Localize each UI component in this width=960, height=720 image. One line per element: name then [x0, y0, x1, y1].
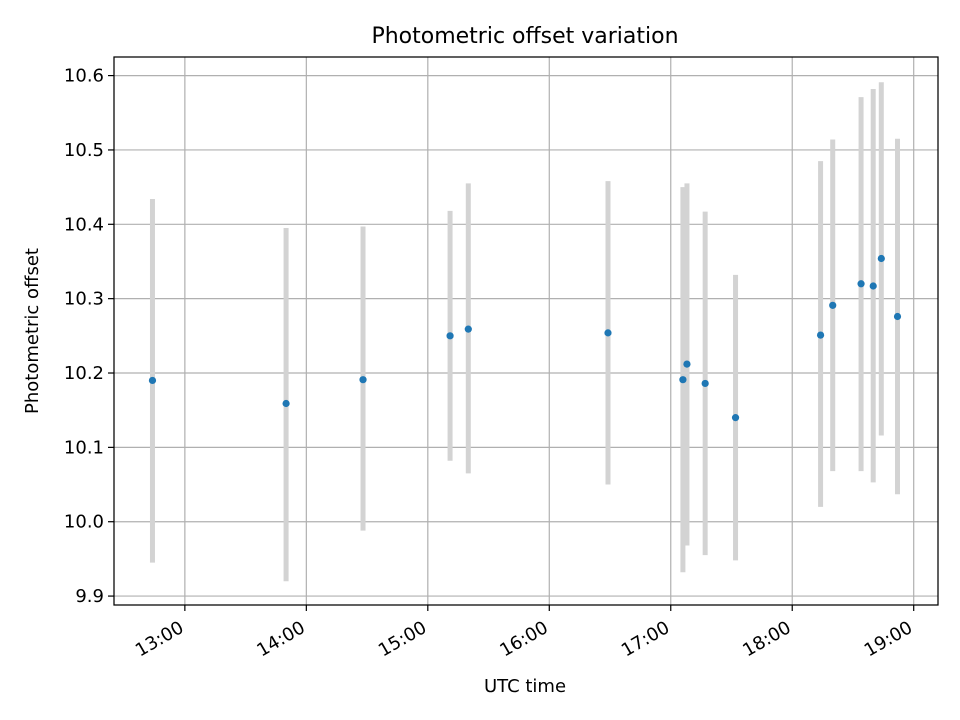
data-point: [869, 282, 877, 290]
grid: [114, 57, 938, 605]
data-points: [148, 254, 902, 422]
data-point: [816, 331, 825, 339]
data-point: [683, 360, 691, 368]
data-point: [893, 312, 902, 321]
chart-title: Photometric offset variation: [371, 24, 678, 49]
data-point: [282, 399, 290, 408]
data-point: [679, 376, 687, 384]
plot-frame: [113, 56, 939, 606]
data-point: [829, 301, 837, 309]
y-axis-ticks: 9.9 10.0 10.1 10.2 10.3 10.4 10.5 10.6: [64, 66, 114, 607]
data-point: [604, 329, 612, 337]
y-tick-label: 9.9: [75, 586, 104, 607]
y-tick-label: 10.3: [64, 289, 104, 310]
data-point: [464, 325, 472, 333]
data-point: [857, 280, 865, 288]
y-tick-label: 10.6: [64, 66, 104, 87]
data-point: [877, 254, 885, 263]
y-tick-label: 10.5: [64, 140, 104, 161]
y-axis-label: Photometric offset: [22, 248, 43, 414]
data-point: [359, 376, 367, 384]
y-tick-label: 10.1: [64, 437, 104, 458]
data-point: [701, 379, 709, 388]
x-axis-label: UTC time: [484, 676, 566, 697]
data-point: [446, 332, 454, 340]
y-tick-label: 10.0: [64, 512, 104, 533]
data-point: [148, 376, 157, 385]
y-tick-label: 10.2: [64, 363, 104, 384]
y-tick-label: 10.4: [64, 214, 104, 235]
data-point: [731, 414, 740, 422]
